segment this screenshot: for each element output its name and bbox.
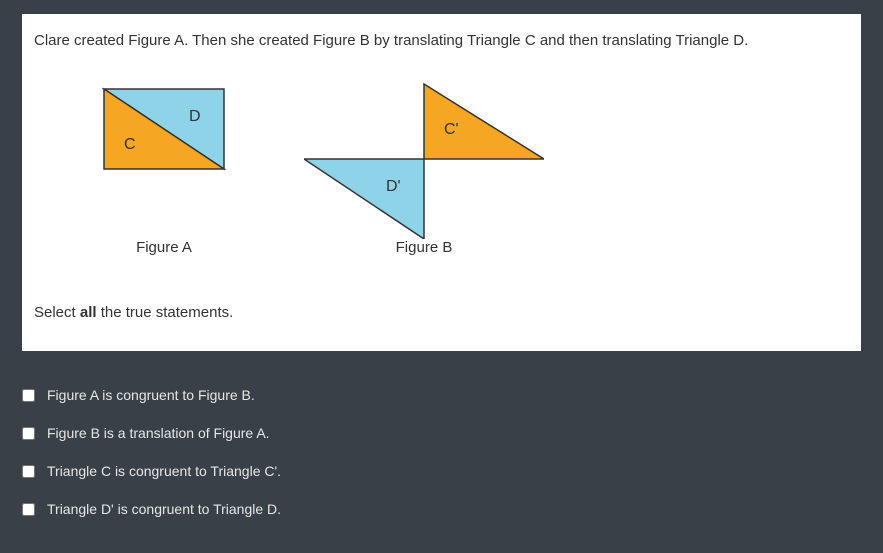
prompt-text: Clare created Figure A. Then she created… xyxy=(34,32,849,49)
answer-checkbox-3[interactable] xyxy=(22,503,35,516)
figure-a-label: Figure A xyxy=(94,239,234,256)
answers-list: Figure A is congruent to Figure B. Figur… xyxy=(22,387,861,517)
figure-b-label: Figure B xyxy=(304,239,544,256)
answer-label-2: Triangle C is congruent to Triangle C'. xyxy=(47,463,281,479)
triangle-c-prime xyxy=(424,84,544,159)
answer-label-1: Figure B is a translation of Figure A. xyxy=(47,425,270,441)
instruction-text: Select all the true statements. xyxy=(34,304,849,321)
instruction-bold: all xyxy=(80,304,97,321)
triangle-c-label: C xyxy=(124,136,136,153)
figures-row: D C Figure A C' D' Figure B xyxy=(94,79,849,256)
answer-checkbox-2[interactable] xyxy=(22,465,35,478)
answer-row: Triangle D' is congruent to Triangle D. xyxy=(22,501,861,517)
answer-label-3: Triangle D' is congruent to Triangle D. xyxy=(47,501,281,517)
triangle-d-prime-label: D' xyxy=(386,178,401,195)
figure-b-block: C' D' Figure B xyxy=(304,79,544,256)
answer-label-0: Figure A is congruent to Figure B. xyxy=(47,387,255,403)
answer-row: Figure B is a translation of Figure A. xyxy=(22,425,861,441)
answer-row: Figure A is congruent to Figure B. xyxy=(22,387,861,403)
triangle-c-prime-label: C' xyxy=(444,121,459,138)
answer-row: Triangle C is congruent to Triangle C'. xyxy=(22,463,861,479)
triangle-d-label: D xyxy=(189,108,201,125)
question-card: Clare created Figure A. Then she created… xyxy=(22,14,861,351)
triangle-d-prime xyxy=(304,159,424,239)
figure-b-svg: C' D' xyxy=(304,79,544,239)
instruction-pre: Select xyxy=(34,304,80,321)
figure-a-svg: D C xyxy=(94,79,234,179)
instruction-post: the true statements. xyxy=(97,304,234,321)
answer-checkbox-1[interactable] xyxy=(22,427,35,440)
answer-checkbox-0[interactable] xyxy=(22,389,35,402)
figure-a-block: D C Figure A xyxy=(94,79,234,256)
